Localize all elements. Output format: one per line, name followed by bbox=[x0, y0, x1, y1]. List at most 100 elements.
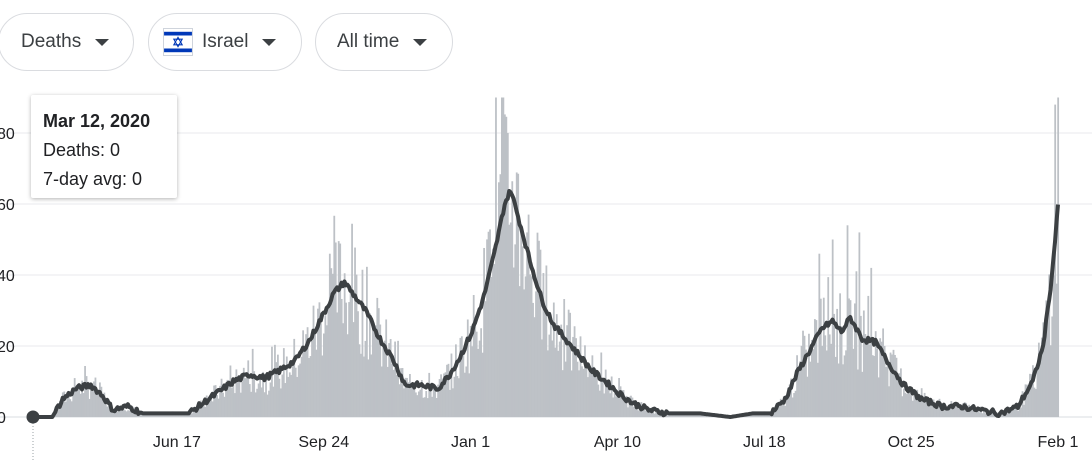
daily-deaths-bar bbox=[971, 407, 974, 417]
daily-deaths-bar bbox=[208, 401, 211, 417]
x-axis-ticks: Jun 17 Sep 24 Jan 1 Apr 10 Jul 18 Oct 25 Feb 1 bbox=[153, 434, 1079, 451]
daily-deaths-bar bbox=[367, 359, 370, 417]
daily-deaths-bar bbox=[984, 413, 987, 417]
metric-dropdown[interactable]: Deaths bbox=[0, 13, 134, 71]
daily-deaths-bar bbox=[274, 344, 276, 417]
daily-deaths-bar bbox=[300, 356, 303, 417]
daily-deaths-bar bbox=[852, 348, 855, 417]
daily-deaths-bar bbox=[407, 382, 410, 417]
daily-deaths-bar bbox=[1052, 275, 1055, 417]
daily-deaths-bar bbox=[174, 414, 177, 417]
daily-deaths-bar bbox=[413, 389, 416, 417]
daily-deaths-bar bbox=[410, 385, 413, 417]
daily-deaths-bar bbox=[500, 97, 503, 417]
daily-deaths-bar bbox=[391, 363, 394, 417]
daily-deaths-bar bbox=[981, 413, 984, 417]
daily-deaths-bar bbox=[753, 414, 755, 417]
daily-deaths-bar bbox=[778, 401, 781, 417]
daily-deaths-bar bbox=[357, 311, 359, 417]
daily-deaths-bar bbox=[1020, 407, 1022, 417]
daily-deaths-bar bbox=[233, 393, 236, 417]
daily-deaths-bar bbox=[363, 356, 365, 417]
daily-deaths-bar bbox=[260, 387, 263, 417]
daily-deaths-bar bbox=[1030, 374, 1033, 417]
daily-deaths-bar bbox=[960, 408, 963, 417]
daily-deaths-bar bbox=[317, 308, 319, 417]
daily-deaths-bar bbox=[530, 276, 533, 417]
daily-deaths-bar bbox=[282, 348, 285, 417]
daily-deaths-bar bbox=[440, 374, 442, 417]
daily-deaths-bar bbox=[684, 415, 687, 417]
daily-deaths-bar bbox=[560, 324, 563, 417]
daily-deaths-bar bbox=[478, 340, 481, 417]
daily-deaths-bar bbox=[954, 406, 957, 417]
daily-deaths-bar bbox=[1015, 403, 1018, 417]
daily-deaths-bar bbox=[124, 410, 127, 417]
daily-deaths-bar bbox=[880, 341, 883, 417]
daily-deaths-bar bbox=[943, 408, 945, 417]
daily-deaths-bar bbox=[969, 409, 972, 417]
daily-deaths-bar bbox=[834, 356, 837, 417]
daily-deaths-bar bbox=[257, 383, 260, 417]
daily-deaths-bar bbox=[360, 353, 362, 417]
daily-deaths-bar bbox=[633, 406, 635, 417]
israel-flag-icon bbox=[163, 28, 193, 56]
daily-deaths-bar bbox=[487, 231, 490, 417]
daily-deaths-bar bbox=[905, 393, 908, 417]
daily-deaths-bar bbox=[271, 346, 273, 417]
daily-deaths-bar bbox=[876, 348, 879, 417]
daily-deaths-bar bbox=[245, 377, 248, 417]
region-dropdown[interactable]: Israel bbox=[148, 13, 302, 71]
daily-deaths-bar bbox=[630, 395, 632, 417]
daily-deaths-bar bbox=[130, 408, 132, 417]
daily-deaths-bar bbox=[828, 334, 831, 417]
time-range-dropdown[interactable]: All time bbox=[315, 13, 453, 71]
daily-deaths-bar bbox=[302, 330, 305, 417]
daily-deaths-bar bbox=[291, 360, 294, 417]
daily-deaths-bar bbox=[944, 405, 947, 417]
y-tick-label: 20 bbox=[0, 339, 15, 356]
daily-deaths-bar bbox=[837, 363, 840, 417]
daily-deaths-bar bbox=[671, 414, 674, 417]
x-tick-label: Jul 18 bbox=[743, 434, 786, 451]
daily-deaths-bar bbox=[125, 411, 128, 417]
daily-deaths-bar bbox=[455, 344, 457, 417]
daily-deaths-bar bbox=[118, 411, 121, 417]
daily-deaths-bar bbox=[827, 277, 830, 417]
daily-deaths-bar bbox=[926, 399, 929, 417]
daily-deaths-bar bbox=[948, 405, 951, 417]
daily-deaths-bar bbox=[907, 390, 910, 417]
daily-deaths-bar bbox=[889, 352, 892, 417]
daily-deaths-bar bbox=[520, 226, 523, 417]
daily-deaths-bar bbox=[447, 363, 450, 417]
y-tick-label: 80 bbox=[0, 126, 15, 143]
daily-deaths-bar bbox=[1035, 389, 1037, 417]
daily-deaths-bar bbox=[622, 390, 625, 417]
daily-deaths-bar bbox=[776, 403, 779, 417]
daily-deaths-bar bbox=[601, 381, 604, 417]
daily-deaths-bar bbox=[1048, 274, 1051, 417]
daily-deaths-bar bbox=[465, 366, 468, 417]
daily-deaths-bar bbox=[1045, 300, 1048, 417]
daily-deaths-bar bbox=[207, 399, 210, 417]
daily-deaths-bar bbox=[506, 133, 509, 417]
daily-deaths-bar bbox=[403, 388, 405, 417]
daily-deaths-bar bbox=[512, 267, 515, 417]
daily-deaths-bar bbox=[900, 368, 902, 417]
daily-deaths-bar bbox=[609, 393, 612, 417]
daily-deaths-bar bbox=[858, 232, 861, 417]
daily-deaths-bar bbox=[831, 239, 834, 417]
daily-deaths-bar bbox=[394, 341, 396, 417]
daily-deaths-bar bbox=[315, 349, 318, 417]
daily-deaths-bar bbox=[953, 408, 956, 417]
daily-deaths-bar bbox=[78, 389, 81, 417]
daily-deaths-bar bbox=[870, 267, 873, 417]
daily-deaths-bar bbox=[327, 304, 330, 417]
daily-deaths-bar bbox=[373, 327, 376, 417]
daily-deaths-bar bbox=[268, 390, 270, 417]
daily-deaths-bar bbox=[836, 308, 839, 417]
daily-deaths-bar bbox=[883, 345, 886, 417]
daily-deaths-bar bbox=[1057, 97, 1060, 417]
daily-deaths-bar bbox=[87, 381, 89, 417]
daily-deaths-bar bbox=[991, 411, 994, 417]
